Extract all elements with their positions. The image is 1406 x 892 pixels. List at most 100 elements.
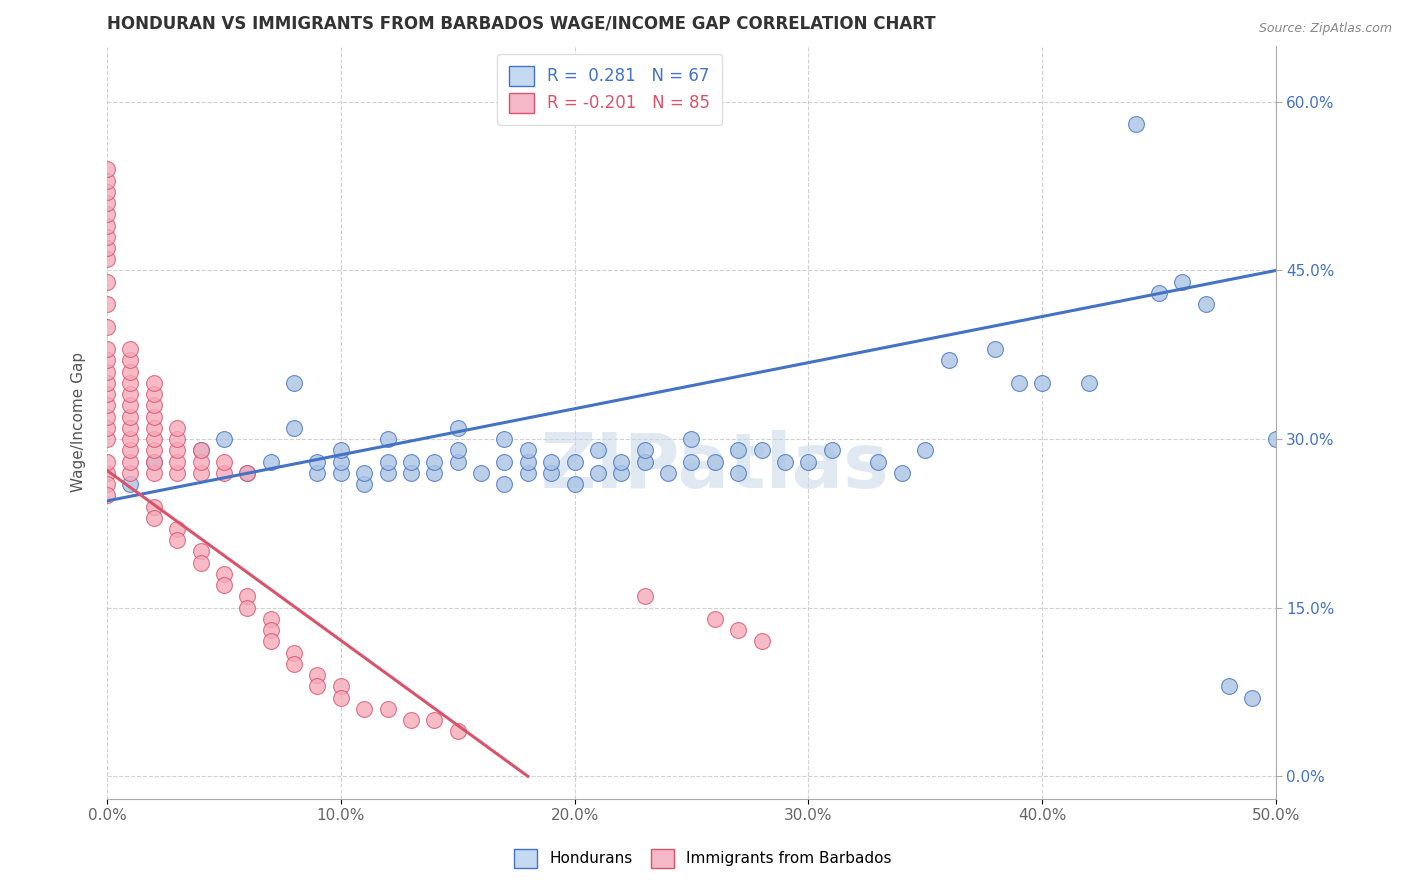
Point — [236, 600, 259, 615]
Point — [190, 443, 212, 458]
Point — [96, 219, 118, 233]
Point — [423, 466, 446, 480]
Point — [120, 398, 142, 412]
Point — [307, 679, 329, 693]
Point — [260, 623, 283, 637]
Point — [283, 376, 305, 390]
Point — [821, 443, 844, 458]
Point — [703, 612, 725, 626]
Point — [751, 634, 773, 648]
Point — [212, 432, 235, 446]
Point — [494, 477, 516, 491]
Point — [166, 421, 188, 435]
Point — [96, 241, 118, 255]
Point — [938, 353, 960, 368]
Point — [423, 454, 446, 468]
Text: HONDURAN VS IMMIGRANTS FROM BARBADOS WAGE/INCOME GAP CORRELATION CHART: HONDURAN VS IMMIGRANTS FROM BARBADOS WAG… — [107, 15, 936, 33]
Point — [283, 646, 305, 660]
Point — [260, 634, 283, 648]
Point — [190, 556, 212, 570]
Point — [868, 454, 890, 468]
Point — [984, 342, 1007, 356]
Point — [166, 443, 188, 458]
Point — [494, 454, 516, 468]
Point — [96, 477, 118, 491]
Point — [329, 454, 352, 468]
Point — [166, 454, 188, 468]
Point — [166, 466, 188, 480]
Point — [329, 443, 352, 458]
Point — [1195, 297, 1218, 311]
Point — [586, 466, 609, 480]
Point — [142, 454, 165, 468]
Point — [96, 207, 118, 221]
Point — [540, 454, 562, 468]
Point — [657, 466, 679, 480]
Point — [353, 466, 375, 480]
Point — [447, 454, 470, 468]
Point — [96, 173, 118, 187]
Point — [516, 443, 538, 458]
Point — [96, 376, 118, 390]
Point — [120, 387, 142, 401]
Point — [447, 421, 470, 435]
Point — [166, 522, 188, 536]
Point — [307, 668, 329, 682]
Point — [307, 466, 329, 480]
Y-axis label: Wage/Income Gap: Wage/Income Gap — [72, 352, 86, 492]
Point — [586, 443, 609, 458]
Point — [447, 443, 470, 458]
Point — [727, 443, 749, 458]
Text: ZIPatlas: ZIPatlas — [540, 431, 889, 504]
Point — [727, 623, 749, 637]
Point — [212, 566, 235, 581]
Point — [353, 702, 375, 716]
Point — [96, 162, 118, 177]
Point — [96, 387, 118, 401]
Point — [377, 454, 399, 468]
Point — [494, 432, 516, 446]
Point — [540, 466, 562, 480]
Point — [1264, 432, 1286, 446]
Point — [610, 454, 633, 468]
Point — [96, 409, 118, 424]
Point — [96, 275, 118, 289]
Point — [399, 466, 422, 480]
Point — [142, 466, 165, 480]
Point — [399, 713, 422, 727]
Point — [96, 196, 118, 211]
Point — [236, 466, 259, 480]
Point — [236, 466, 259, 480]
Point — [610, 466, 633, 480]
Point — [120, 454, 142, 468]
Point — [329, 679, 352, 693]
Point — [914, 443, 936, 458]
Point — [120, 432, 142, 446]
Point — [353, 477, 375, 491]
Point — [634, 454, 657, 468]
Point — [634, 443, 657, 458]
Point — [96, 353, 118, 368]
Point — [190, 443, 212, 458]
Point — [399, 454, 422, 468]
Point — [1031, 376, 1053, 390]
Point — [166, 432, 188, 446]
Point — [166, 533, 188, 548]
Point — [377, 466, 399, 480]
Point — [1241, 690, 1264, 705]
Point — [96, 398, 118, 412]
Legend: R =  0.281   N = 67, R = -0.201   N = 85: R = 0.281 N = 67, R = -0.201 N = 85 — [498, 54, 721, 125]
Point — [190, 454, 212, 468]
Point — [120, 353, 142, 368]
Point — [142, 432, 165, 446]
Point — [120, 342, 142, 356]
Point — [1077, 376, 1099, 390]
Point — [681, 454, 703, 468]
Point — [797, 454, 820, 468]
Point — [423, 713, 446, 727]
Point — [329, 690, 352, 705]
Point — [470, 466, 492, 480]
Point — [634, 590, 657, 604]
Point — [96, 185, 118, 199]
Point — [120, 443, 142, 458]
